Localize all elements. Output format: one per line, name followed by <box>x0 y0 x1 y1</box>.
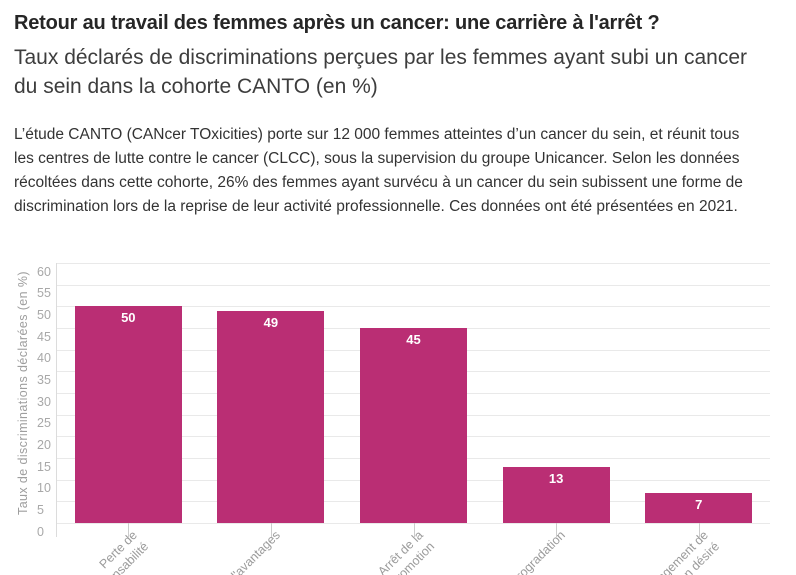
y-axis-title: Taux de discriminations déclarées (en %) <box>16 271 30 515</box>
y-tick-label: 10 <box>37 481 51 496</box>
bar <box>74 306 182 523</box>
bar-chart: Taux de discriminations déclarées (en %)… <box>0 258 796 575</box>
x-tick <box>413 523 415 537</box>
gridline <box>57 284 770 286</box>
x-tick <box>128 523 130 537</box>
bar <box>645 492 753 523</box>
y-tick-label: 35 <box>37 372 51 387</box>
y-tick-label: 55 <box>37 286 51 301</box>
bar-value-label: 49 <box>263 314 279 330</box>
y-tick-label: 0 <box>37 524 44 539</box>
gridline <box>57 263 770 264</box>
bar <box>360 328 467 523</box>
chart-description: L’étude CANTO (CANcer TOxicities) porte … <box>14 126 743 215</box>
y-tick-label: 60 <box>37 264 51 279</box>
y-tick-label: 50 <box>37 307 51 322</box>
y-tick-label: 20 <box>37 437 51 452</box>
bar-value-label: 13 <box>548 470 564 486</box>
x-tick <box>556 523 558 537</box>
y-tick-label: 45 <box>37 329 51 344</box>
y-tick-label: 25 <box>37 416 51 431</box>
bar-value-label: 50 <box>121 310 136 326</box>
x-tick <box>698 523 700 537</box>
y-tick-label: 40 <box>37 351 51 366</box>
bar <box>502 466 610 523</box>
x-tick <box>270 523 272 537</box>
bar-value-label: 45 <box>406 332 421 347</box>
y-tick-label: 15 <box>37 459 51 474</box>
y-tick-label: 30 <box>37 394 51 409</box>
chart-subtitle: Taux déclarés de discriminations perçues… <box>14 46 748 98</box>
chart-title: Retour au travail des femmes après un ca… <box>14 12 660 34</box>
y-tick-label: 5 <box>37 502 44 517</box>
bar-value-label: 7 <box>695 496 703 512</box>
gridline <box>57 306 770 308</box>
chart-header: Retour au travail des femmes après un ca… <box>14 10 796 235</box>
bar <box>217 310 325 523</box>
y-axis-line <box>56 263 57 537</box>
